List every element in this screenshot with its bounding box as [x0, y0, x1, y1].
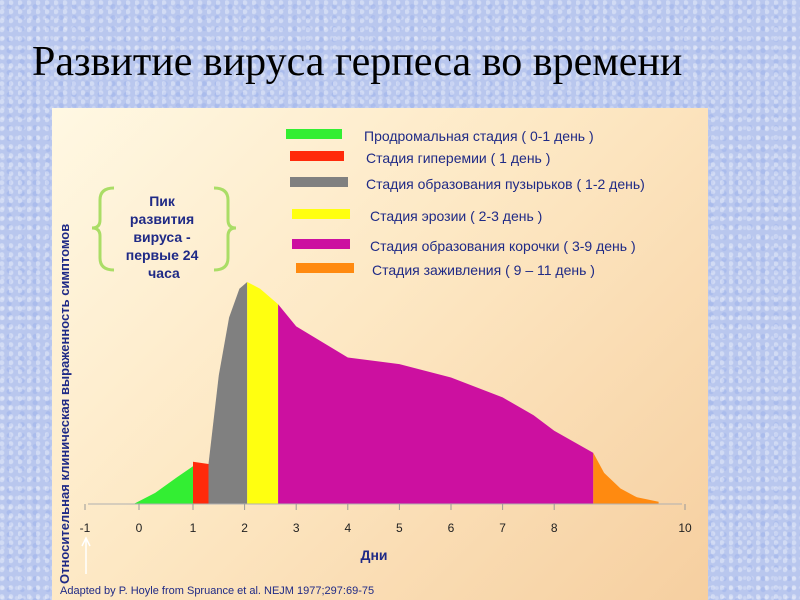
legend-label: Продромальная стадия ( 0-1 день ) — [364, 128, 594, 144]
right-brace — [213, 186, 237, 272]
area-stage-1 — [133, 466, 193, 504]
annotation-line-5: часа — [148, 265, 180, 281]
x-tick-label: -1 — [80, 521, 91, 535]
legend-label: Стадия образования корочки ( 3-9 день ) — [370, 238, 636, 254]
chart-panel: -1 0 1 2 3 4 5 6 7 8 10 Дни Относительная клиничес… — [52, 108, 708, 600]
x-tick-label: 6 — [448, 521, 455, 535]
legend-swatch — [290, 151, 344, 161]
legend-swatch — [292, 239, 350, 249]
legend-label: Стадия эрозии ( 2-3 день ) — [370, 208, 542, 224]
x-tick-label: 2 — [241, 521, 248, 535]
legend-label: Стадия заживления ( 9 – 11 день ) — [372, 262, 595, 278]
area-stage-2 — [193, 461, 209, 504]
source-note: Adapted by P. Hoyle from Spruance et al.… — [60, 585, 374, 597]
legend-label: Стадия образования пузырьков ( 1-2 день) — [366, 176, 645, 192]
area-stage-5 — [278, 304, 594, 504]
x-tick-label: 5 — [396, 521, 403, 535]
legend-swatch — [286, 129, 342, 139]
legend-label: Стадия гиперемии ( 1 день ) — [366, 150, 550, 166]
herpes-stage-chart: -1 0 1 2 3 4 5 6 7 8 10 Дни Относительная клиничес… — [57, 128, 692, 597]
svg-text:Пик развития в: Пик развития вируса - первые 24 часа — [126, 193, 203, 281]
peak-annotation: Пик развития вируса - первые 24 часа — [91, 186, 237, 281]
slide-title: Развитие вируса герпеса во времени — [32, 39, 683, 85]
x-tick-label: 1 — [190, 521, 197, 535]
x-tick-label: 8 — [551, 521, 558, 535]
origin-arrow-icon — [81, 536, 91, 574]
x-tick-label: 7 — [499, 521, 506, 535]
annotation-line-2: развития — [130, 211, 194, 227]
x-tick-label: 3 — [293, 521, 300, 535]
area-stage-6 — [593, 452, 659, 504]
legend-swatch — [292, 209, 350, 219]
legend-swatch — [296, 263, 354, 273]
x-tick-label: 4 — [344, 521, 351, 535]
legend-swatch — [290, 177, 348, 187]
x-axis-title: Дни — [360, 547, 387, 563]
x-tick-label: 10 — [678, 521, 692, 535]
area-stage-3 — [208, 282, 248, 504]
annotation-line-4: первые 24 — [126, 247, 199, 263]
y-axis-title: Относительная клиническая выраженность с… — [57, 224, 72, 584]
x-tick-label: 0 — [136, 521, 143, 535]
left-brace — [91, 186, 115, 272]
annotation-line-1: Пик — [149, 193, 176, 209]
area-stage-4 — [247, 282, 279, 504]
annotation-line-3: вируса - — [133, 229, 191, 245]
